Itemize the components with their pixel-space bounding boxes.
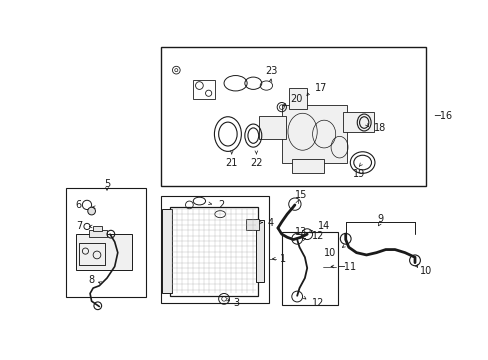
Text: 14: 14 <box>317 221 329 231</box>
Text: 5: 5 <box>103 179 110 189</box>
Bar <box>79 243 104 265</box>
Text: ─16: ─16 <box>433 111 451 121</box>
Text: 10: 10 <box>420 266 432 276</box>
Bar <box>289 88 306 109</box>
Text: 8: 8 <box>88 275 95 285</box>
Bar <box>193 80 214 99</box>
Text: 20: 20 <box>290 94 302 104</box>
Bar <box>281 232 337 305</box>
Bar <box>161 47 425 186</box>
Bar <box>89 230 107 237</box>
Text: ─11: ─11 <box>337 261 355 271</box>
Text: 12: 12 <box>311 231 324 241</box>
Bar <box>79 243 104 265</box>
Bar <box>343 112 373 132</box>
Bar <box>170 207 257 296</box>
Text: 21: 21 <box>225 158 238 167</box>
Bar <box>258 116 285 139</box>
Text: 2: 2 <box>218 200 224 210</box>
Bar <box>256 220 264 282</box>
Text: 15: 15 <box>294 190 306 200</box>
Bar <box>66 188 145 297</box>
Text: 13: 13 <box>294 227 306 237</box>
Circle shape <box>87 207 95 215</box>
Text: 9: 9 <box>377 214 383 224</box>
Text: 7: 7 <box>76 221 82 231</box>
Bar <box>291 159 324 172</box>
Text: 3: 3 <box>233 298 239 308</box>
Text: 12: 12 <box>311 298 324 308</box>
Bar <box>162 209 172 293</box>
Text: 23: 23 <box>265 66 277 76</box>
Bar <box>76 234 131 270</box>
Text: 6: 6 <box>75 200 81 210</box>
Text: 18: 18 <box>373 123 386 133</box>
Text: 10: 10 <box>324 248 336 258</box>
Text: 19: 19 <box>352 169 364 179</box>
Text: 4: 4 <box>267 217 273 228</box>
Bar <box>93 226 102 231</box>
Bar <box>161 195 268 303</box>
Bar <box>245 219 258 230</box>
Text: 17: 17 <box>314 83 326 93</box>
Bar <box>281 105 346 163</box>
Text: 22: 22 <box>250 158 262 167</box>
Text: 1: 1 <box>279 254 285 264</box>
